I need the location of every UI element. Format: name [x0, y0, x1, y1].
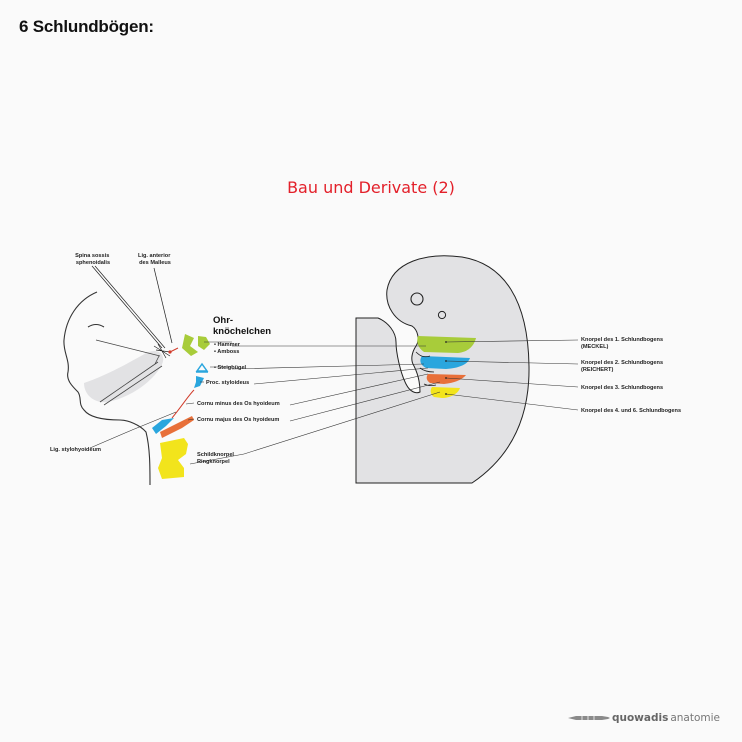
cross-leader-lines — [231, 345, 441, 455]
cornu-minus-label: Cornu minus des Os hyoideum — [197, 401, 280, 407]
arch2-label: Knorpel des 2. Schlundbogens (REICHERT) — [581, 360, 665, 373]
steigbuegel-icon — [195, 362, 209, 373]
lig-anterior-label: Lig. anterior des Malleus — [138, 253, 172, 266]
jaw-lines — [95, 339, 163, 406]
spina-label: Spina sossis sphenoidalis — [75, 253, 111, 266]
spina-pointer — [91, 265, 173, 359]
lig-stylohyoideum-label: Lig. stylohyoideum — [50, 447, 101, 453]
cornu-minus-shape — [152, 418, 174, 434]
brand-mark-icon — [567, 716, 610, 720]
schildknorpel-shape — [158, 438, 188, 479]
arch46-label: Knorpel des 4. und 6. Schlundbogens — [581, 408, 681, 414]
hammer-amboss-ossicles — [182, 334, 210, 356]
ear-shape — [84, 350, 164, 403]
arch1-label: Knorpel des 1. Schlundbogens (MECKEL) — [581, 337, 665, 350]
proc-styloideus-shape — [194, 376, 204, 388]
embryo-body — [355, 255, 530, 484]
arch-dots — [445, 341, 447, 395]
schildknorpel-label: Schildknorpel Ringknorpel — [197, 452, 236, 465]
left-leader-lines — [89, 341, 245, 465]
arch3 — [426, 374, 466, 384]
arch46 — [430, 387, 460, 398]
proc-styloideus-label: Proc. styloideus — [206, 380, 249, 386]
stylohyoid-ligament — [171, 389, 195, 419]
right-leader-lines — [445, 339, 579, 411]
brand-name-light: anatomie — [670, 712, 720, 724]
arch2-reichert — [420, 356, 470, 369]
otic-circle — [437, 310, 447, 320]
brand-logo: quowadis anatomie — [567, 712, 720, 724]
cornu-majus-label: Cornu majus des Os hyoideum — [197, 417, 279, 423]
amboss-label: • Amboss — [214, 349, 239, 355]
page-title: 6 Schlundbögen: — [19, 17, 154, 36]
arch1-meckel — [417, 336, 476, 353]
brand-name-strong: quowadis — [611, 712, 669, 724]
hammer-label: • Hammer — [214, 342, 241, 348]
cornu-majus-shape — [160, 416, 194, 438]
steigbuegel-label: • Steigbügel — [214, 365, 247, 371]
ohrknoechelchen-label: Ohr- knöchelchen — [213, 315, 271, 337]
diagram-subtitle: Bau und Derivate (2) — [287, 178, 455, 197]
head-profile — [63, 291, 151, 486]
eye-circle — [410, 292, 424, 306]
arch3-label: Knorpel des 3. Schlundbogens — [581, 385, 663, 391]
